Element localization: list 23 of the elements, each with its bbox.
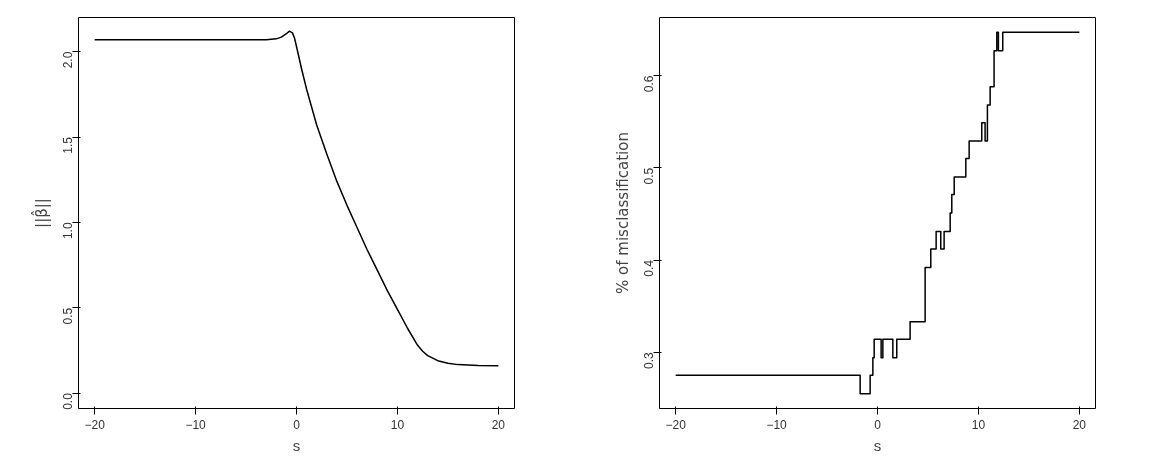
- x-tick-label: 10: [390, 417, 405, 432]
- x-tick-label: 0: [874, 417, 882, 432]
- x-tick-label: −20: [84, 417, 106, 432]
- y-axis-title: ||β̂||: [30, 198, 51, 228]
- y-tick-label: 1.0: [61, 222, 75, 240]
- y-tick-label: 1.5: [61, 136, 75, 154]
- x-tick-label: −10: [766, 417, 788, 432]
- x-tick-label: −10: [185, 417, 207, 432]
- y-tick-label: 0.0: [61, 392, 75, 410]
- x-axis-title: s: [873, 436, 882, 454]
- y-tick-label: 0.4: [642, 259, 656, 277]
- x-tick-label: 10: [971, 417, 986, 432]
- y-tick-label: 0.5: [642, 167, 656, 185]
- x-tick-label: 20: [491, 417, 506, 432]
- x-tick-label: −20: [665, 417, 687, 432]
- x-axis-title: s: [292, 436, 301, 454]
- y-tick-label: 0.3: [642, 351, 656, 369]
- y-tick-label: 0.5: [61, 307, 75, 325]
- x-tick-label: 20: [1072, 417, 1087, 432]
- x-tick-label: 0: [293, 417, 301, 432]
- y-tick-label: 0.6: [642, 75, 656, 93]
- y-axis-title: % of misclassification: [613, 132, 632, 294]
- y-tick-label: 2.0: [61, 51, 75, 69]
